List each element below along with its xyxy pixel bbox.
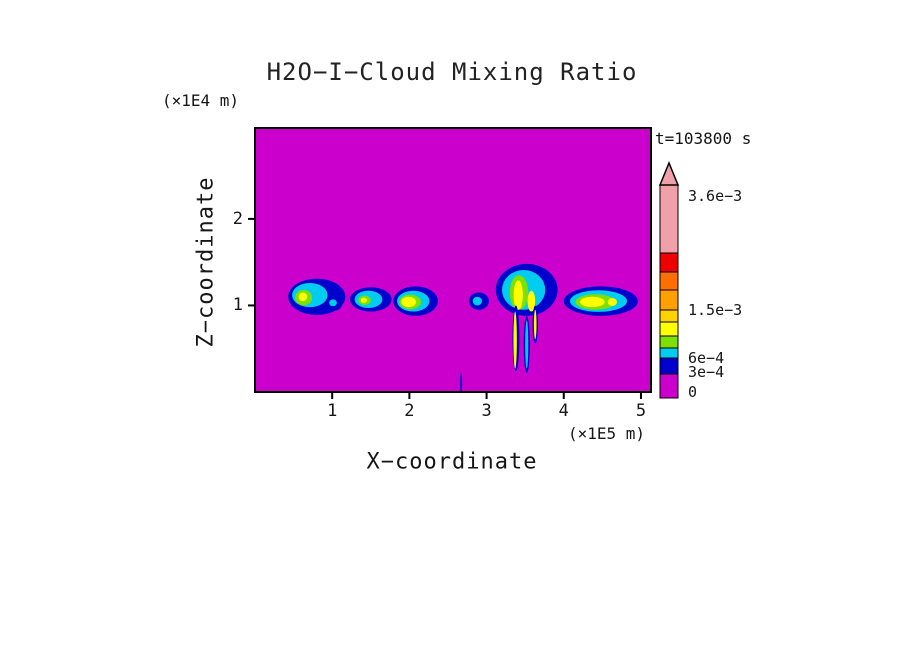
colorbar-segment — [659, 347, 679, 359]
colorbar-segment — [659, 289, 679, 311]
cloud-blob — [513, 311, 517, 369]
y-axis-unit-label: (×1E4 m) — [162, 91, 240, 110]
colorbar-label: 3.6e−3 — [688, 187, 743, 205]
plot-background — [255, 128, 651, 392]
x-tick-label: 4 — [558, 401, 569, 421]
colorbar-label: 1.5e−3 — [688, 301, 743, 319]
y-tick-label: 2 — [232, 208, 243, 229]
chart-title: H2O−I−Cloud Mixing Ratio — [266, 58, 638, 86]
colorbar-segment — [659, 373, 679, 399]
colorbar-segment — [659, 252, 679, 273]
plot-frame — [254, 127, 652, 393]
contour-plot — [248, 127, 652, 399]
colorbar-segment — [659, 309, 679, 323]
cloud-blob — [533, 309, 537, 340]
colorbar-segment — [659, 184, 679, 254]
x-axis-title: X−coordinate — [366, 449, 538, 475]
cloud-blob — [298, 292, 308, 302]
x-tick-label: 1 — [327, 401, 338, 421]
cloud-blob — [579, 296, 605, 308]
cloud-blob — [460, 372, 463, 392]
cloud-blob — [527, 290, 536, 312]
cloud-blob — [525, 320, 529, 369]
colorbar-label: 6e−4 — [688, 349, 725, 367]
y-tick-label: 1 — [232, 295, 243, 316]
cloud-blob — [513, 280, 523, 310]
x-tick-label: 2 — [404, 401, 415, 421]
colorbar-segment — [659, 357, 679, 375]
x-tick-label: 3 — [481, 401, 492, 421]
cloud-blob — [329, 299, 337, 307]
colorbar-segment — [659, 335, 679, 349]
colorbar-arrow-icon — [658, 161, 680, 186]
x-tick-label: 5 — [635, 401, 647, 421]
cloud-blob — [401, 296, 416, 308]
colorbar-label: 3e−4 — [688, 363, 725, 381]
colorbar-segment — [659, 321, 679, 337]
colorbar — [658, 161, 680, 399]
y-axis-title: Z−coordinate — [193, 176, 219, 348]
cloud-blob — [360, 297, 367, 303]
colorbar-label: 0 — [688, 383, 698, 401]
cloud-blob — [607, 298, 618, 306]
time-label: t=103800 s — [655, 129, 752, 148]
colorbar-segment — [659, 271, 679, 291]
cloud-blob — [472, 296, 482, 306]
x-axis-unit-label: (×1E5 m) — [568, 424, 646, 443]
